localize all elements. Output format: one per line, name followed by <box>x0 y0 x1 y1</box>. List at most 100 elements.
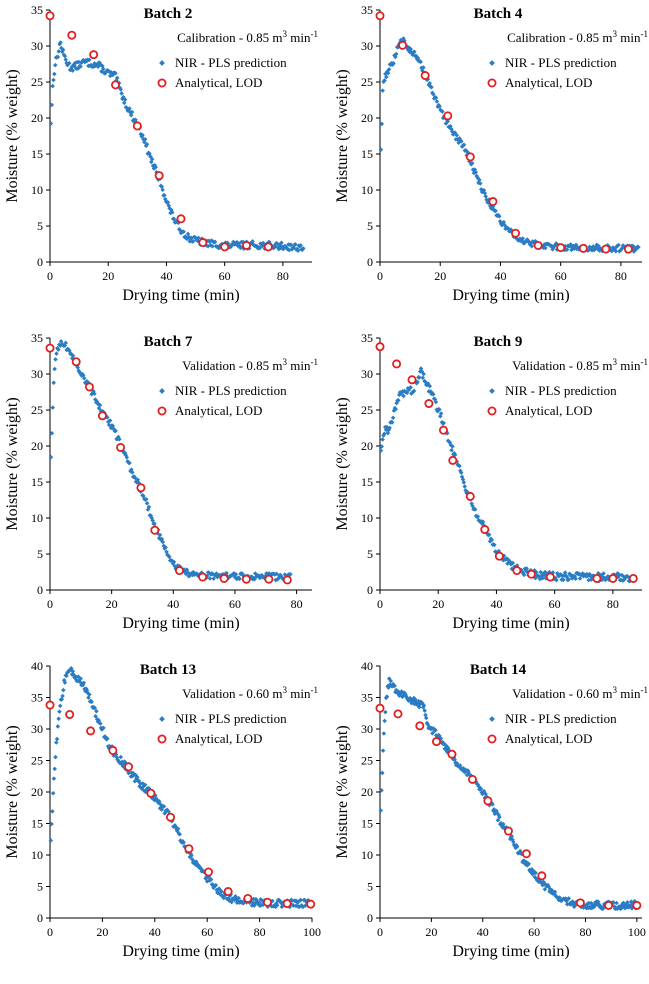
nir-point <box>382 718 387 724</box>
y-axis-label: Moisture (% weight) <box>4 725 21 858</box>
lod-point <box>556 243 566 253</box>
y-axis-label: Moisture (% weight) <box>334 397 351 530</box>
nir-point <box>58 40 63 45</box>
x-tick-label: 100 <box>628 925 646 939</box>
x-axis-label: Drying time (min) <box>122 287 239 304</box>
nir-point <box>256 900 262 905</box>
nir-point <box>56 347 61 352</box>
lod-point <box>241 240 251 250</box>
x-tick-label: 20 <box>434 269 446 283</box>
y-axis-label: Moisture (% weight) <box>4 69 21 202</box>
legend: NIR - PLS prediction Analytical, LOD <box>157 55 287 90</box>
y-tick-label: 10 <box>31 511 43 525</box>
nir-point <box>378 448 384 453</box>
legend-lod-marker <box>157 734 167 744</box>
nir-point <box>121 100 127 106</box>
nir-point <box>55 724 61 729</box>
x-axis-label: Drying time (min) <box>452 287 569 304</box>
lod-point <box>632 900 642 910</box>
lod-point <box>575 898 585 908</box>
lod-point <box>176 214 186 224</box>
condition-label: Validation - 0.85 m3 min-1 <box>512 357 648 373</box>
x-tick-label: 100 <box>303 925 321 939</box>
lod-point <box>282 575 292 585</box>
nir-point <box>50 405 56 410</box>
legend-nir-marker <box>159 60 165 66</box>
lod-point <box>45 11 55 21</box>
nir-point <box>54 740 59 745</box>
nir-point <box>56 716 61 722</box>
lod-point <box>465 491 475 501</box>
lod-point <box>223 887 233 897</box>
x-tick-label: 0 <box>377 925 383 939</box>
lod-point <box>420 71 430 81</box>
lod-point <box>264 574 274 584</box>
nir-point <box>385 430 391 436</box>
x-tick-label: 60 <box>201 925 213 939</box>
nir-point <box>143 497 149 502</box>
legend-lod-marker <box>487 78 497 88</box>
lod-point <box>282 899 292 909</box>
nir-point <box>70 68 75 73</box>
nir-point <box>477 177 482 183</box>
legend-lod-label: Analytical, LOD <box>175 403 262 418</box>
legend-nir-label: NIR - PLS prediction <box>505 383 617 398</box>
nir-point <box>146 504 152 510</box>
condition-label: Validation - 0.85 m3 min-1 <box>182 357 318 373</box>
chart-panel-2: 0 5 10 15 20 25 30 35 0 20 40 60 80 Drying time (min)… <box>330 0 649 328</box>
y-tick-label: 35 <box>361 691 373 705</box>
nir-point <box>279 240 284 245</box>
legend-lod-marker <box>487 734 497 744</box>
y-tick-label: 20 <box>361 439 373 453</box>
lod-point <box>67 30 77 40</box>
legend-lod-marker <box>157 78 167 88</box>
nir-point <box>380 88 385 93</box>
lod-point <box>443 111 453 121</box>
lod-series <box>375 342 638 583</box>
lod-point <box>65 710 75 720</box>
x-tick-label: 80 <box>607 597 619 611</box>
nir-point <box>167 554 172 560</box>
lod-point <box>204 867 214 877</box>
legend: NIR - PLS prediction Analytical, LOD <box>487 711 617 746</box>
lod-point <box>393 709 403 719</box>
nir-point <box>431 92 436 97</box>
chart-panel-5: 0 5 10 15 20 25 30 35 40 0 20 40 60 80 100 Drying time … <box>0 656 324 984</box>
legend-nir-label: NIR - PLS prediction <box>505 55 617 70</box>
nir-point <box>61 687 66 693</box>
nir-point <box>401 393 406 399</box>
nir-series <box>48 339 293 583</box>
nir-point <box>380 437 385 442</box>
y-tick-label: 0 <box>37 255 43 269</box>
nir-point <box>57 709 62 714</box>
lod-point <box>198 572 208 582</box>
x-tick-label: 60 <box>229 597 241 611</box>
lod-point <box>154 171 164 181</box>
x-tick-label: 40 <box>167 597 179 611</box>
y-axis-label: Moisture (% weight) <box>334 69 351 202</box>
lod-series <box>375 11 633 254</box>
lod-point <box>136 483 146 493</box>
x-tick-label: 40 <box>494 269 506 283</box>
lod-point <box>71 357 81 367</box>
lod-point <box>220 242 230 252</box>
condition-label: Calibration - 0.85 m3 min-1 <box>507 29 648 45</box>
lod-point <box>601 244 611 254</box>
nir-point <box>160 539 166 545</box>
nir-point <box>380 748 386 753</box>
nir-point <box>118 87 124 92</box>
chart-panel-1: 0 5 10 15 20 25 30 35 0 20 40 60 80 Drying time (min)… <box>0 0 324 328</box>
nir-point <box>496 214 502 219</box>
lod-point <box>480 525 490 535</box>
x-tick-label: 80 <box>291 597 303 611</box>
nir-point <box>257 245 262 251</box>
x-tick-label: 80 <box>579 925 591 939</box>
x-tick-label: 20 <box>432 597 444 611</box>
chart-svg: 0 5 10 15 20 25 30 35 0 20 40 60 80 Drying time (min)… <box>4 331 318 632</box>
lod-point <box>262 897 272 907</box>
x-tick-label: 0 <box>377 269 383 283</box>
chart-title: Batch 14 <box>470 662 527 678</box>
lod-point <box>623 244 633 254</box>
nir-point <box>454 132 460 138</box>
nir-point <box>408 385 413 390</box>
